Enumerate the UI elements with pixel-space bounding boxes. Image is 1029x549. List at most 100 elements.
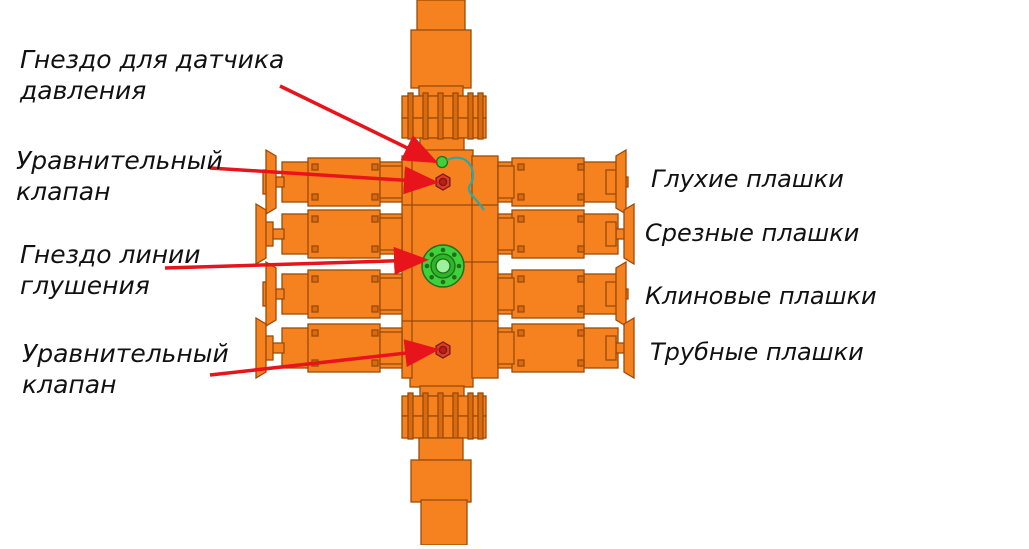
pressure-sensor-port — [435, 155, 449, 169]
ram-neck-left — [379, 165, 403, 199]
top-pipe-collar — [410, 29, 472, 89]
ram-bonnet-left — [307, 323, 381, 373]
label-equalizing-valve-lower: Уравнительный клапан — [22, 338, 229, 400]
ram-hub-right — [605, 335, 617, 361]
label-line: давления — [20, 76, 147, 105]
bonnet-bolt — [371, 245, 379, 253]
bonnet-bolt — [517, 275, 525, 283]
arrow-equalizing-valve-lower — [209, 339, 440, 377]
label-equalizing-valve-upper: Уравнительный клапан — [16, 145, 223, 207]
label-line: клапан — [16, 177, 111, 206]
handwheel-left — [255, 202, 267, 266]
ram-hub-right — [605, 221, 617, 247]
flange-bolt — [477, 92, 484, 140]
central-body-right — [471, 155, 499, 379]
kill-line-bolt — [440, 247, 446, 253]
ram-neck-right — [497, 277, 515, 311]
label-line: Уравнительный — [22, 339, 229, 368]
bonnet-bolt — [311, 329, 319, 337]
ram-hub-right — [605, 281, 617, 307]
bonnet-bolt — [371, 329, 379, 337]
bottom-pipe-collar — [410, 459, 472, 503]
bottom-pipe-neck — [418, 437, 464, 461]
bottom-pipe — [420, 499, 468, 546]
kill-line-bolt — [429, 275, 435, 280]
bonnet-bolt — [311, 163, 319, 171]
label-line: Уравнительный — [16, 146, 223, 175]
bonnet-bolt — [371, 275, 379, 283]
bonnet-bolt — [311, 305, 319, 313]
flange-bolt — [477, 392, 484, 440]
handwheel-left — [265, 260, 277, 328]
bonnet-bolt — [517, 305, 525, 313]
bonnet-bolt — [517, 215, 525, 223]
kill-line-bolt — [456, 263, 462, 269]
kill-line-bolt — [452, 275, 457, 280]
bonnet-bolt — [311, 275, 319, 283]
bonnet-bolt — [371, 305, 379, 313]
label-line: клапан — [22, 370, 117, 399]
equalizing-valve-upper-core — [438, 177, 448, 187]
flange-bolt — [407, 392, 414, 440]
label-pressure-sensor-port: Гнездо для датчика давления — [20, 44, 284, 106]
ram-neck-right — [497, 217, 515, 251]
handwheel-left — [265, 148, 277, 216]
handwheel-right — [615, 260, 627, 328]
flange-bolt — [437, 92, 444, 140]
bonnet-bolt — [577, 245, 585, 253]
top-pipe — [416, 0, 466, 35]
flange-bolt — [407, 92, 414, 140]
flange-bolt — [467, 392, 474, 440]
label-kill-line-port: Гнездо линии глушения — [20, 239, 201, 301]
flange-bolt — [467, 92, 474, 140]
label-pipe-rams: Трубные плашки — [650, 338, 864, 366]
flange-bolt — [422, 392, 429, 440]
bonnet-bolt — [371, 215, 379, 223]
flange-bolt — [452, 392, 459, 440]
bonnet-bolt — [311, 245, 319, 253]
blowout-preventer-body — [255, 0, 635, 546]
flange-bolt — [437, 392, 444, 440]
bonnet-bolt — [517, 329, 525, 337]
bonnet-bolt — [577, 359, 585, 367]
ram-bonnet-left — [307, 157, 381, 207]
bonnet-bolt — [517, 245, 525, 253]
label-wedge-rams: Клиновые плашки — [645, 282, 877, 310]
ram-neck-left — [379, 277, 403, 311]
bonnet-bolt — [311, 215, 319, 223]
bonnet-bolt — [517, 163, 525, 171]
equalizing-valve-lower-core — [438, 345, 448, 355]
callout-arrows — [164, 84, 440, 377]
sensor-wire — [446, 156, 485, 211]
flange-bolt — [452, 92, 459, 140]
label-line: глушения — [20, 271, 150, 300]
ram-bonnet-left — [307, 209, 381, 259]
ram-neck-left — [379, 217, 403, 251]
bonnet-bolt — [577, 275, 585, 283]
kill-line-inner — [435, 258, 451, 274]
kill-line-bolt — [424, 263, 430, 269]
bonnet-bolt — [311, 193, 319, 201]
bonnet-bolt — [577, 193, 585, 201]
central-body-left — [401, 155, 413, 379]
kill-line-bolt — [452, 252, 457, 257]
handwheel-right — [615, 148, 627, 216]
ram-neck-right — [497, 331, 515, 365]
bonnet-bolt — [371, 163, 379, 171]
bonnet-bolt — [371, 359, 379, 367]
flange-bolt — [422, 92, 429, 140]
label-blind-rams: Глухие плашки — [651, 165, 844, 193]
label-shear-rams: Срезные плашки — [645, 219, 860, 247]
handwheel-right — [623, 316, 635, 380]
arrow-pressure-sensor — [279, 84, 439, 164]
handwheel-left — [255, 316, 267, 380]
arrow-kill-line — [164, 246, 429, 275]
ram-neck-left — [379, 331, 403, 365]
bonnet-bolt — [577, 163, 585, 171]
bonnet-bolt — [517, 359, 525, 367]
label-line: Гнездо линии — [20, 240, 201, 269]
ram-hub-right — [605, 169, 617, 195]
bonnet-bolt — [517, 193, 525, 201]
kill-line-bolt — [429, 252, 435, 257]
bonnet-bolt — [577, 329, 585, 337]
